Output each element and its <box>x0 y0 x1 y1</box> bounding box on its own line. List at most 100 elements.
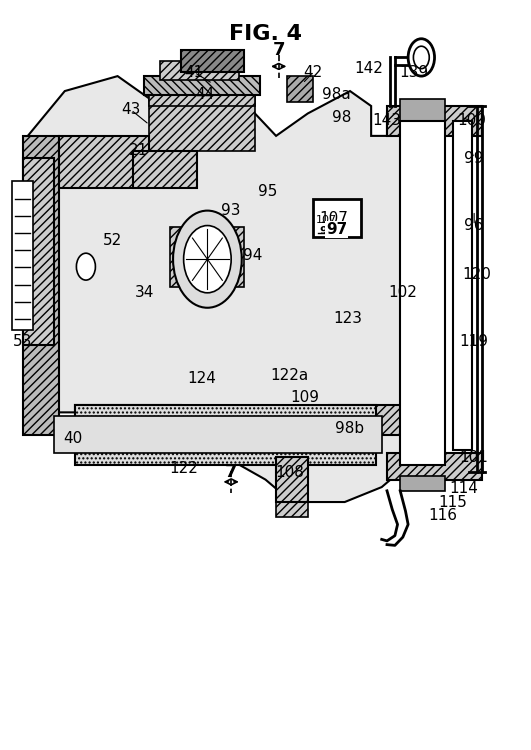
Bar <box>400 430 445 437</box>
Text: 98b: 98b <box>336 422 365 436</box>
Text: 98: 98 <box>332 110 352 125</box>
Bar <box>400 281 445 289</box>
Text: 52: 52 <box>102 233 122 248</box>
Bar <box>400 413 445 421</box>
Bar <box>75 405 376 465</box>
Text: 108: 108 <box>275 465 304 480</box>
Bar <box>453 142 472 150</box>
Circle shape <box>408 39 434 76</box>
Bar <box>387 454 482 479</box>
Bar <box>400 166 445 174</box>
Text: 93: 93 <box>221 203 241 218</box>
Bar <box>400 134 445 141</box>
Bar <box>400 347 445 355</box>
Text: 99: 99 <box>465 151 484 166</box>
Text: 124: 124 <box>187 371 217 386</box>
Bar <box>400 98 445 121</box>
Bar <box>287 76 313 102</box>
Bar <box>12 181 33 330</box>
Bar <box>400 331 445 338</box>
Bar <box>453 121 472 450</box>
Bar <box>453 211 472 219</box>
Text: 42: 42 <box>303 65 323 80</box>
Text: 115: 115 <box>439 494 467 509</box>
Text: 7: 7 <box>225 464 237 482</box>
Bar <box>453 400 472 408</box>
Bar <box>453 332 472 339</box>
Text: 114: 114 <box>449 481 478 496</box>
Text: 96: 96 <box>465 218 484 233</box>
Bar <box>453 349 472 356</box>
Bar <box>400 476 445 490</box>
Bar <box>400 232 445 240</box>
Bar <box>75 405 181 435</box>
Text: FIG. 4: FIG. 4 <box>229 24 302 44</box>
Bar <box>400 266 445 273</box>
Text: 98a: 98a <box>322 87 351 102</box>
Bar <box>400 183 445 190</box>
Bar <box>400 150 445 158</box>
Bar <box>59 136 149 188</box>
Bar <box>387 106 482 136</box>
Text: 120: 120 <box>463 267 491 282</box>
Text: 116: 116 <box>428 508 457 523</box>
Text: 95: 95 <box>259 184 278 200</box>
Text: 142: 142 <box>354 62 383 76</box>
Bar <box>400 380 445 388</box>
Bar <box>170 227 244 286</box>
Bar <box>189 50 231 65</box>
Text: 107: 107 <box>320 211 349 226</box>
Bar <box>276 458 308 502</box>
Text: 139: 139 <box>399 65 428 80</box>
Text: 107: 107 <box>316 214 337 224</box>
Circle shape <box>414 46 429 69</box>
Bar <box>400 121 445 465</box>
Bar <box>400 314 445 322</box>
Text: 102: 102 <box>388 285 417 300</box>
Text: 143: 143 <box>372 113 401 128</box>
Bar <box>453 418 472 425</box>
Bar <box>400 249 445 256</box>
Text: 123: 123 <box>333 311 362 326</box>
Text: 21: 21 <box>129 143 148 158</box>
Text: 97: 97 <box>326 222 347 237</box>
Bar <box>149 91 255 151</box>
Bar <box>453 297 472 304</box>
Text: 41: 41 <box>185 65 204 80</box>
Bar <box>453 383 472 391</box>
Bar <box>453 314 472 322</box>
Bar <box>400 446 445 454</box>
Bar <box>329 405 403 435</box>
Bar <box>181 50 244 73</box>
Circle shape <box>184 226 231 292</box>
Bar <box>453 280 472 287</box>
Text: 101: 101 <box>460 450 489 465</box>
Bar <box>22 158 54 345</box>
Bar <box>133 151 197 188</box>
Bar <box>453 263 472 271</box>
Bar <box>313 200 361 237</box>
Text: 40: 40 <box>63 431 82 446</box>
Bar <box>453 177 472 184</box>
Bar <box>453 246 472 254</box>
Bar <box>400 216 445 223</box>
Bar <box>453 366 472 374</box>
Text: 53: 53 <box>13 334 32 349</box>
Text: 119: 119 <box>460 334 489 349</box>
Bar <box>453 229 472 236</box>
Bar <box>400 397 445 404</box>
Bar <box>453 194 472 202</box>
Polygon shape <box>28 76 408 502</box>
Bar <box>453 160 472 167</box>
Text: 122a: 122a <box>270 368 309 382</box>
Text: 94: 94 <box>243 248 262 263</box>
Text: 97: 97 <box>319 226 335 236</box>
Text: 34: 34 <box>134 285 153 300</box>
Bar <box>54 416 382 454</box>
Bar <box>400 364 445 371</box>
Text: 122: 122 <box>169 461 198 476</box>
Bar <box>144 76 260 94</box>
Circle shape <box>76 254 96 280</box>
Bar <box>149 76 255 106</box>
Bar <box>400 298 445 305</box>
